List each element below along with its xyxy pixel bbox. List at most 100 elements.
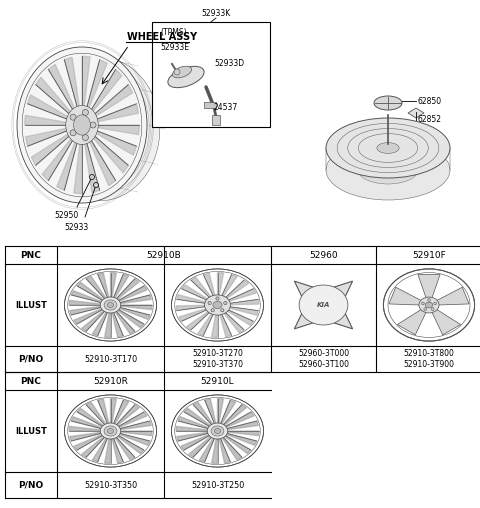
Ellipse shape xyxy=(107,302,114,307)
Polygon shape xyxy=(71,291,101,303)
Polygon shape xyxy=(176,426,207,431)
Ellipse shape xyxy=(100,423,120,439)
Polygon shape xyxy=(221,400,236,424)
Polygon shape xyxy=(105,439,110,463)
Polygon shape xyxy=(217,399,223,423)
Polygon shape xyxy=(82,437,105,457)
Polygon shape xyxy=(120,433,150,446)
Polygon shape xyxy=(212,439,217,463)
Polygon shape xyxy=(222,437,242,460)
Circle shape xyxy=(211,309,214,312)
Polygon shape xyxy=(112,312,123,337)
Polygon shape xyxy=(32,134,70,165)
Polygon shape xyxy=(177,432,208,441)
Circle shape xyxy=(70,114,76,120)
Text: 52910-3T170: 52910-3T170 xyxy=(84,355,137,364)
Polygon shape xyxy=(204,399,216,424)
Circle shape xyxy=(421,302,424,305)
Ellipse shape xyxy=(107,428,114,433)
Text: 52950: 52950 xyxy=(54,210,78,219)
Polygon shape xyxy=(225,436,251,454)
Ellipse shape xyxy=(64,395,156,467)
Polygon shape xyxy=(184,408,210,426)
Polygon shape xyxy=(70,306,101,315)
Polygon shape xyxy=(224,313,244,333)
Polygon shape xyxy=(110,399,116,423)
Ellipse shape xyxy=(100,297,120,313)
Ellipse shape xyxy=(66,106,98,144)
Ellipse shape xyxy=(64,269,156,341)
Polygon shape xyxy=(27,95,69,119)
Polygon shape xyxy=(179,309,206,321)
Text: 52910R: 52910R xyxy=(93,376,128,386)
Polygon shape xyxy=(294,281,353,329)
Ellipse shape xyxy=(374,96,402,110)
Text: 52960: 52960 xyxy=(309,250,338,260)
Text: ILLUST: ILLUST xyxy=(15,427,47,435)
Polygon shape xyxy=(93,136,128,173)
Polygon shape xyxy=(227,433,257,446)
Circle shape xyxy=(83,135,88,141)
Text: 52910L: 52910L xyxy=(201,376,234,386)
Polygon shape xyxy=(89,140,116,185)
Polygon shape xyxy=(118,436,144,454)
Circle shape xyxy=(221,309,224,312)
Polygon shape xyxy=(25,128,68,146)
Ellipse shape xyxy=(104,300,117,310)
Polygon shape xyxy=(94,85,132,117)
Text: 52933D: 52933D xyxy=(214,59,244,69)
Text: 62852: 62852 xyxy=(418,115,442,124)
Polygon shape xyxy=(431,307,461,335)
Polygon shape xyxy=(82,311,105,331)
Ellipse shape xyxy=(211,426,224,436)
Polygon shape xyxy=(181,285,207,300)
Ellipse shape xyxy=(326,118,450,178)
Polygon shape xyxy=(120,307,150,320)
Ellipse shape xyxy=(168,67,204,88)
Ellipse shape xyxy=(171,269,264,341)
Polygon shape xyxy=(96,131,136,155)
Bar xyxy=(204,102,216,108)
Polygon shape xyxy=(120,305,152,309)
Circle shape xyxy=(432,308,434,310)
Ellipse shape xyxy=(207,423,228,439)
Polygon shape xyxy=(77,282,103,300)
Polygon shape xyxy=(119,412,147,427)
Polygon shape xyxy=(178,417,208,429)
Polygon shape xyxy=(228,431,259,435)
Polygon shape xyxy=(220,314,232,337)
Text: 52910-3T350: 52910-3T350 xyxy=(84,481,137,490)
Text: 52933: 52933 xyxy=(64,224,88,233)
Polygon shape xyxy=(91,70,122,112)
Polygon shape xyxy=(97,125,139,135)
Ellipse shape xyxy=(40,57,160,201)
Ellipse shape xyxy=(425,302,432,308)
Polygon shape xyxy=(181,435,209,450)
Ellipse shape xyxy=(204,295,230,315)
Polygon shape xyxy=(115,311,135,334)
Circle shape xyxy=(428,299,431,301)
Polygon shape xyxy=(189,437,212,457)
Circle shape xyxy=(94,182,98,187)
Ellipse shape xyxy=(107,428,114,433)
Ellipse shape xyxy=(419,297,439,313)
Polygon shape xyxy=(96,104,138,122)
Circle shape xyxy=(89,175,95,179)
Polygon shape xyxy=(199,438,215,462)
Polygon shape xyxy=(193,402,213,425)
Polygon shape xyxy=(25,115,67,125)
Polygon shape xyxy=(228,310,253,325)
Bar xyxy=(152,22,270,127)
Ellipse shape xyxy=(172,66,192,78)
Polygon shape xyxy=(110,272,116,297)
Polygon shape xyxy=(230,307,258,315)
Text: 52910-3T270
52910-3T370: 52910-3T270 52910-3T370 xyxy=(192,350,243,369)
Circle shape xyxy=(434,302,436,305)
Circle shape xyxy=(424,308,427,310)
Text: (TPMS): (TPMS) xyxy=(160,27,187,37)
Polygon shape xyxy=(86,402,106,425)
Polygon shape xyxy=(119,286,147,301)
Ellipse shape xyxy=(214,428,221,433)
Polygon shape xyxy=(69,426,100,431)
Ellipse shape xyxy=(107,302,114,307)
